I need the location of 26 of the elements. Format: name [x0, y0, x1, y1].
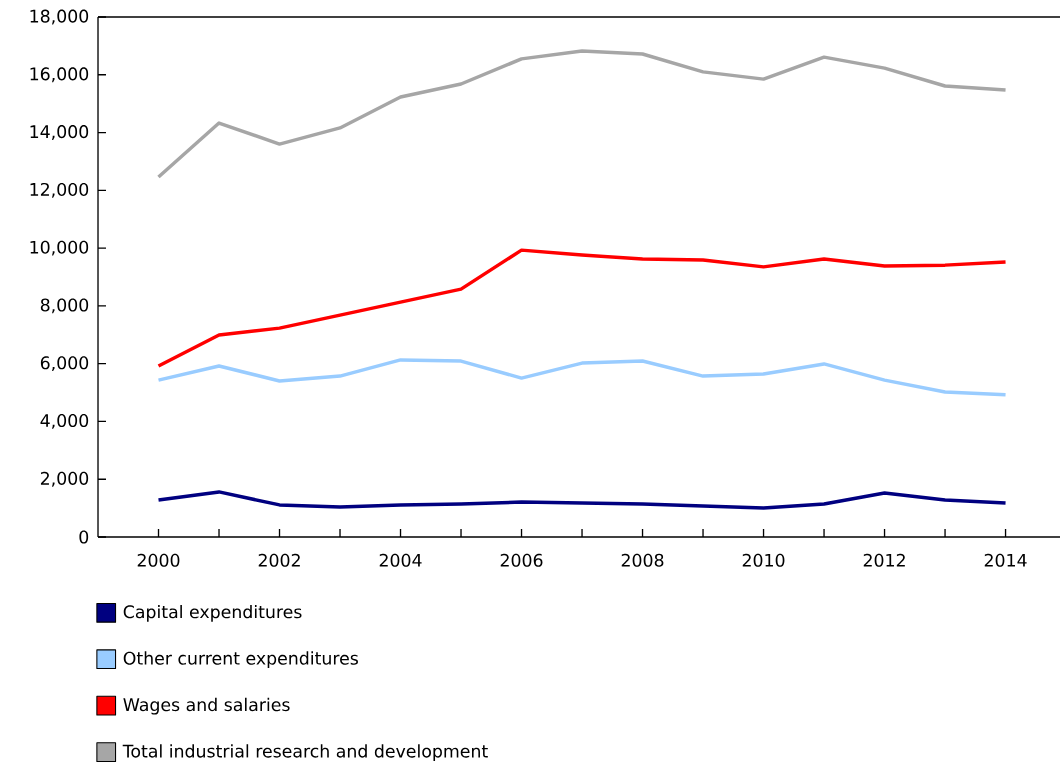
y-tick-label: 6,000: [40, 356, 89, 372]
line-series: [156, 358, 1008, 397]
x-tick-label: 2014: [984, 553, 1027, 567]
legend-label: Wages and salaries: [123, 697, 290, 715]
legend-label: Capital expenditures: [123, 604, 302, 622]
x-tick-label: 2012: [863, 553, 905, 567]
x-tick-label: 2006: [500, 553, 543, 567]
legend-label: Other current expenditures: [123, 651, 358, 669]
x-tick-label: 2010: [742, 553, 785, 567]
y-tick-label: 16,000: [30, 67, 89, 83]
y-tick-label: 0: [79, 530, 89, 544]
y-tick-label: 2,000: [40, 471, 89, 487]
y-tick-label: 4,000: [40, 414, 89, 429]
y-tick-label: 10,000: [30, 240, 89, 256]
y-tick-label: 8,000: [40, 298, 89, 314]
x-tick-label: 2004: [379, 553, 422, 567]
line-series: [156, 49, 1008, 179]
line-series: [156, 490, 1008, 510]
x-tick-label: 2008: [621, 553, 664, 567]
legend-label: Total industrial research and development: [122, 744, 488, 761]
x-tick-label: 2000: [137, 553, 180, 567]
y-tick-label: 14,000: [30, 125, 89, 140]
x-tick-label: 2002: [258, 553, 300, 567]
y-tick-label: 12,000: [30, 182, 89, 198]
y-tick-label: 18,000: [30, 9, 89, 25]
line-series: [156, 248, 1008, 368]
